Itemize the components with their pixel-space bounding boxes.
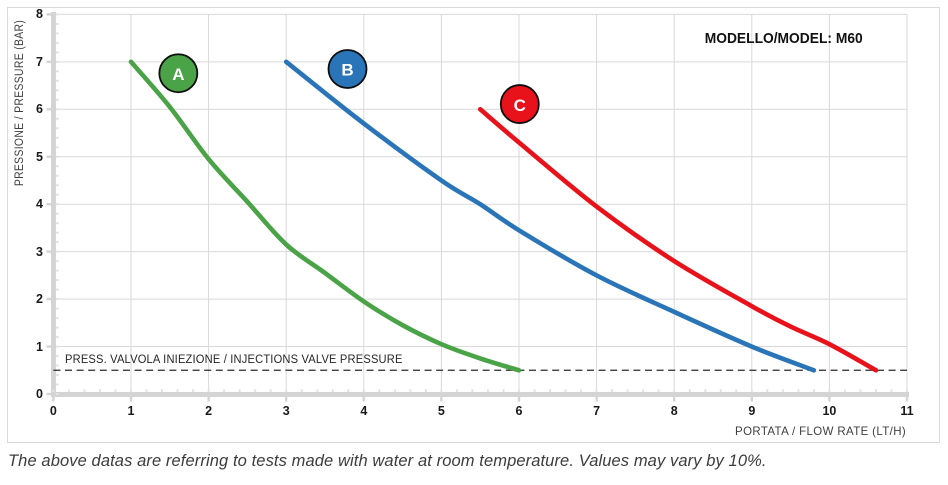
curve-B — [283, 59, 817, 373]
x-tick-label: 9 — [748, 404, 756, 418]
y-tick-label: 3 — [36, 244, 43, 259]
y-tick-label: 6 — [36, 102, 43, 117]
badge-letter: A — [172, 65, 184, 84]
x-tick-label: 5 — [437, 404, 445, 418]
chart-title: MODELLO/MODEL: M60 — [705, 30, 863, 47]
series-badges: A B C — [158, 49, 540, 124]
badge-B: B — [327, 49, 368, 89]
y-tick-label: 2 — [36, 292, 43, 307]
badge-letter: B — [341, 61, 353, 80]
axes — [46, 12, 909, 402]
y-tick-label: 5 — [36, 149, 43, 164]
x-tick-label: 0 — [49, 404, 57, 418]
x-tick-label: 11 — [900, 404, 914, 418]
x-axis-title: PORTATA / FLOW RATE (LT/H) — [734, 423, 906, 438]
x-tick-label: 6 — [515, 404, 523, 418]
y-tick-label: 8 — [36, 7, 43, 22]
badge-letter: C — [514, 96, 526, 115]
curves — [128, 59, 879, 373]
x-tick-label: 8 — [670, 404, 678, 418]
x-tick-label: 2 — [205, 404, 213, 418]
y-tick-label: 1 — [36, 339, 43, 354]
x-tick-label: 7 — [593, 404, 601, 418]
x-tick-label: 3 — [282, 404, 290, 418]
y-tick-label: 0 — [36, 387, 43, 401]
footnote: The above datas are referring to tests m… — [8, 452, 767, 470]
curve-A — [128, 59, 522, 373]
x-tick-label: 4 — [360, 404, 368, 418]
curve-C — [477, 107, 879, 373]
badge-A: A — [158, 53, 199, 94]
y-tick-label: 4 — [36, 197, 43, 212]
x-tick-label: 10 — [822, 404, 837, 418]
valve-pressure-label: PRESS. VALVOLA INIEZIONE / INJECTIONS VA… — [64, 351, 403, 366]
y-tick-label: 7 — [36, 54, 43, 69]
gridlines — [56, 13, 908, 392]
badge-C: C — [499, 84, 540, 124]
x-tick-label: 1 — [127, 404, 135, 418]
